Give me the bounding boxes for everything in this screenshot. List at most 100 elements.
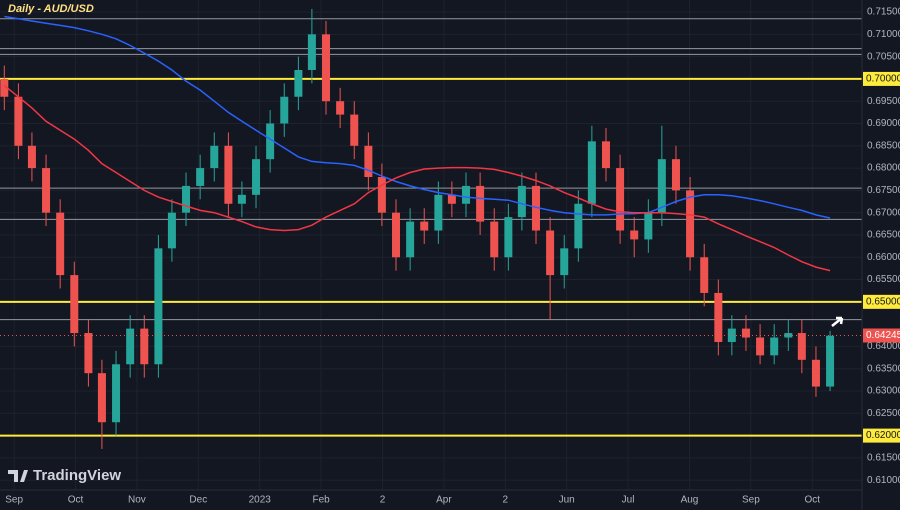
candle-body bbox=[210, 145, 219, 169]
candle-body bbox=[126, 328, 135, 365]
candle-body bbox=[280, 96, 289, 124]
moving-average-line bbox=[4, 15, 831, 219]
candle-body bbox=[377, 177, 386, 213]
candle-body bbox=[140, 328, 149, 365]
candle-body bbox=[504, 217, 513, 258]
candle-body bbox=[350, 114, 359, 146]
brand-name: TradingView bbox=[33, 467, 121, 484]
y-tick-label: 0.71000 bbox=[867, 29, 900, 40]
key-level-tag bbox=[863, 428, 900, 443]
x-tick-label: Sep bbox=[5, 495, 23, 506]
candle-body bbox=[616, 168, 625, 231]
candle-body bbox=[196, 168, 205, 186]
candle-body bbox=[336, 101, 345, 115]
candle-body bbox=[587, 141, 596, 204]
y-tick-label: 0.68000 bbox=[867, 163, 900, 174]
candle-body bbox=[252, 159, 261, 195]
x-tick-label: Nov bbox=[128, 495, 146, 506]
y-tick-label: 0.69000 bbox=[867, 118, 900, 129]
candle-body bbox=[0, 78, 9, 97]
candle-body bbox=[266, 123, 275, 160]
candle-body bbox=[644, 212, 653, 240]
candle-body bbox=[756, 337, 765, 356]
candle-body bbox=[811, 359, 820, 387]
x-tick-label: Oct bbox=[68, 495, 84, 506]
candle-body bbox=[447, 194, 456, 204]
y-tick-label: 0.69500 bbox=[867, 96, 900, 107]
candle-body bbox=[42, 168, 51, 213]
annotation-arrow bbox=[831, 316, 844, 327]
y-tick-label: 0.63000 bbox=[867, 386, 900, 397]
candle-body bbox=[826, 335, 835, 387]
candle-body bbox=[770, 337, 779, 356]
key-level-label: 0.70000 bbox=[866, 74, 900, 85]
last-price-tag bbox=[863, 328, 900, 343]
plot-area bbox=[0, 0, 862, 490]
candle-body bbox=[490, 221, 499, 258]
x-tick-label: 2 bbox=[503, 495, 509, 506]
candle-body bbox=[434, 194, 443, 231]
candle-body bbox=[517, 185, 526, 218]
candle-body bbox=[322, 34, 331, 102]
candle-body bbox=[364, 145, 373, 178]
candle-body bbox=[630, 230, 639, 240]
x-tick-label: Apr bbox=[436, 495, 452, 506]
last-price-label: 0.64245 bbox=[866, 330, 900, 341]
key-level-tag bbox=[863, 71, 900, 86]
candle-body bbox=[112, 364, 121, 423]
y-tick-label: 0.65500 bbox=[867, 274, 900, 285]
x-tick-label: Jun bbox=[559, 495, 575, 506]
candle-body bbox=[461, 185, 470, 204]
candle-body bbox=[727, 328, 736, 342]
y-tick-label: 0.71500 bbox=[867, 7, 900, 18]
brand-logo: TradingView bbox=[8, 467, 121, 484]
candle-body bbox=[700, 257, 709, 293]
moving-average-line bbox=[3, 85, 831, 272]
candle-body bbox=[531, 185, 540, 231]
y-tick-label: 0.67000 bbox=[867, 207, 900, 218]
key-level-tag bbox=[863, 294, 900, 309]
candle-body bbox=[476, 185, 485, 222]
candle-body bbox=[27, 145, 36, 169]
candle-body bbox=[14, 96, 23, 146]
y-tick-label: 0.66000 bbox=[867, 252, 900, 263]
candle-body bbox=[560, 248, 569, 276]
candle-body bbox=[294, 70, 303, 97]
candle-body bbox=[56, 212, 65, 276]
candle-body bbox=[70, 275, 79, 334]
x-tick-label: 2023 bbox=[249, 495, 272, 506]
candle-body bbox=[671, 159, 680, 191]
candle-body bbox=[686, 190, 695, 258]
candle-body bbox=[741, 328, 750, 338]
x-tick-label: Aug bbox=[681, 495, 699, 506]
x-tick-label: Oct bbox=[804, 495, 820, 506]
y-tick-label: 0.68500 bbox=[867, 140, 900, 151]
key-level-label: 0.62000 bbox=[866, 430, 900, 441]
x-tick-label: Dec bbox=[189, 495, 207, 506]
y-tick-label: 0.61000 bbox=[867, 475, 900, 486]
x-tick-label: Jul bbox=[622, 495, 635, 506]
candle-body bbox=[420, 221, 429, 231]
candle-body bbox=[182, 185, 191, 213]
candle-body bbox=[167, 212, 176, 249]
y-tick-label: 0.61500 bbox=[867, 453, 900, 464]
candle-body bbox=[84, 333, 93, 374]
candle-body bbox=[714, 292, 723, 342]
chart-title: Daily - AUD/USD bbox=[8, 3, 94, 15]
y-tick-label: 0.70500 bbox=[867, 51, 900, 62]
key-level-label: 0.65000 bbox=[866, 296, 900, 307]
candle-body bbox=[154, 248, 163, 365]
candle-body bbox=[601, 141, 610, 169]
candle-body bbox=[237, 194, 246, 204]
candle-body bbox=[392, 212, 401, 258]
candle-body bbox=[307, 34, 316, 70]
x-tick-label: Feb bbox=[312, 495, 330, 506]
candle-body bbox=[97, 373, 106, 423]
candle-body bbox=[797, 333, 806, 360]
logo-icon bbox=[8, 470, 28, 482]
candle-body bbox=[224, 145, 233, 204]
y-tick-label: 0.64000 bbox=[867, 341, 900, 352]
y-tick-label: 0.67500 bbox=[867, 185, 900, 196]
